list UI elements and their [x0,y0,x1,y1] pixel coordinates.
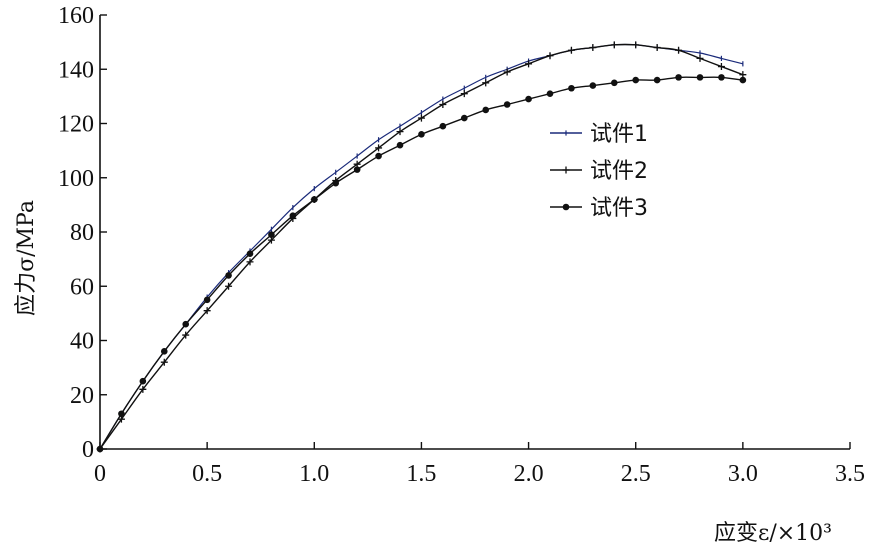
x-tick-label: 3.0 [728,461,758,487]
series-3-point [610,79,618,87]
legend-label-1: 试件1 [590,122,648,147]
series-3-point [439,122,447,130]
series-3-point [718,74,725,81]
legend: 试件1 试件2 试件3 [550,122,648,221]
y-tick-label: 20 [70,383,94,409]
series-2-point [460,90,468,98]
series-1 [99,42,744,452]
x-tick-label: 1.5 [406,461,436,487]
y-tick-label: 100 [58,166,94,192]
series-layer [96,41,747,453]
y-axis-ticks: 0 20 40 60 80 100 120 140 160 [58,3,107,463]
series-2-point [610,41,618,49]
legend-label-2: 试件2 [590,159,648,184]
series-2-point [396,128,404,136]
y-axis-title: 应力σ/MPa [14,200,39,316]
series-3-point [739,76,747,84]
series-3-point [160,348,168,355]
series-2-point [503,68,511,76]
series-3-point [310,196,318,203]
y-tick-label: 0 [82,437,94,463]
series-3-point [268,231,275,239]
series-3-point [118,410,125,418]
series-3-point [418,131,425,138]
x-axis-title: 应变ε/×10³ [714,521,832,546]
series-3-point [525,95,532,103]
series-2-point [525,60,533,68]
series-3-point [589,82,597,89]
series-2-line [99,43,744,450]
y-tick-label: 160 [58,3,94,29]
series-3-point [653,76,661,84]
x-tick-label: 1.0 [299,461,329,487]
x-tick-label: 3.5 [835,461,865,487]
series-3-point [396,141,404,149]
series-2-point [225,282,233,290]
series-2-point [589,44,597,52]
series-2-point [375,144,383,152]
series-3-point [546,90,554,97]
series-3-point [696,74,704,81]
series-2-point [439,101,447,109]
series-2-point [567,46,575,54]
series-3-point [503,101,511,108]
y-tick-label: 40 [70,329,94,355]
series-2-point [632,41,640,49]
series-2-point [717,63,725,71]
y-tick-label: 140 [58,57,94,83]
x-tick-label: 0 [94,461,106,487]
series-2-point [139,385,147,393]
series-3-point [203,296,211,304]
series-3-point [460,114,468,122]
series-3-point [353,166,361,173]
series-2-point [160,358,168,366]
series-2-point [246,258,254,266]
y-tick-label: 60 [70,274,94,300]
axes: 0 0.5 1.0 1.5 2.0 2.5 3.0 3.5 0 20 40 60 80 100 120 14… [58,3,865,487]
series-3-point [225,272,232,279]
series-2-point [675,46,683,54]
x-tick-label: 0.5 [192,461,222,487]
series-3-point [289,212,297,220]
series-2-point [417,114,425,122]
series-3-point [332,179,340,187]
series-2-point [546,52,554,60]
series-3-point [139,377,147,385]
series-3-point [482,106,490,114]
series-3-point [632,76,640,84]
series-3-point [375,152,382,160]
legend-marker-3 [562,203,570,211]
y-tick-label: 80 [70,220,94,246]
x-axis-ticks: 0 0.5 1.0 1.5 2.0 2.5 3.0 3.5 [94,442,865,487]
series-3-point [568,84,575,92]
series-2-point [203,307,211,315]
series-1-line [99,43,744,450]
y-tick-label: 120 [58,112,94,138]
series-2-point [182,331,190,339]
legend-label-3: 试件3 [590,196,648,221]
series-2 [96,41,747,453]
series-3-point [182,320,190,328]
series-3-point [675,74,682,81]
x-tick-label: 2.0 [514,461,544,487]
series-2-point [653,44,661,52]
series-3-point [246,250,254,257]
series-3-point [96,445,104,453]
series-2-point [482,79,490,87]
series-2-point [696,54,704,62]
series-3 [96,74,747,453]
legend-marker-2 [562,166,570,174]
x-tick-label: 2.5 [621,461,651,487]
